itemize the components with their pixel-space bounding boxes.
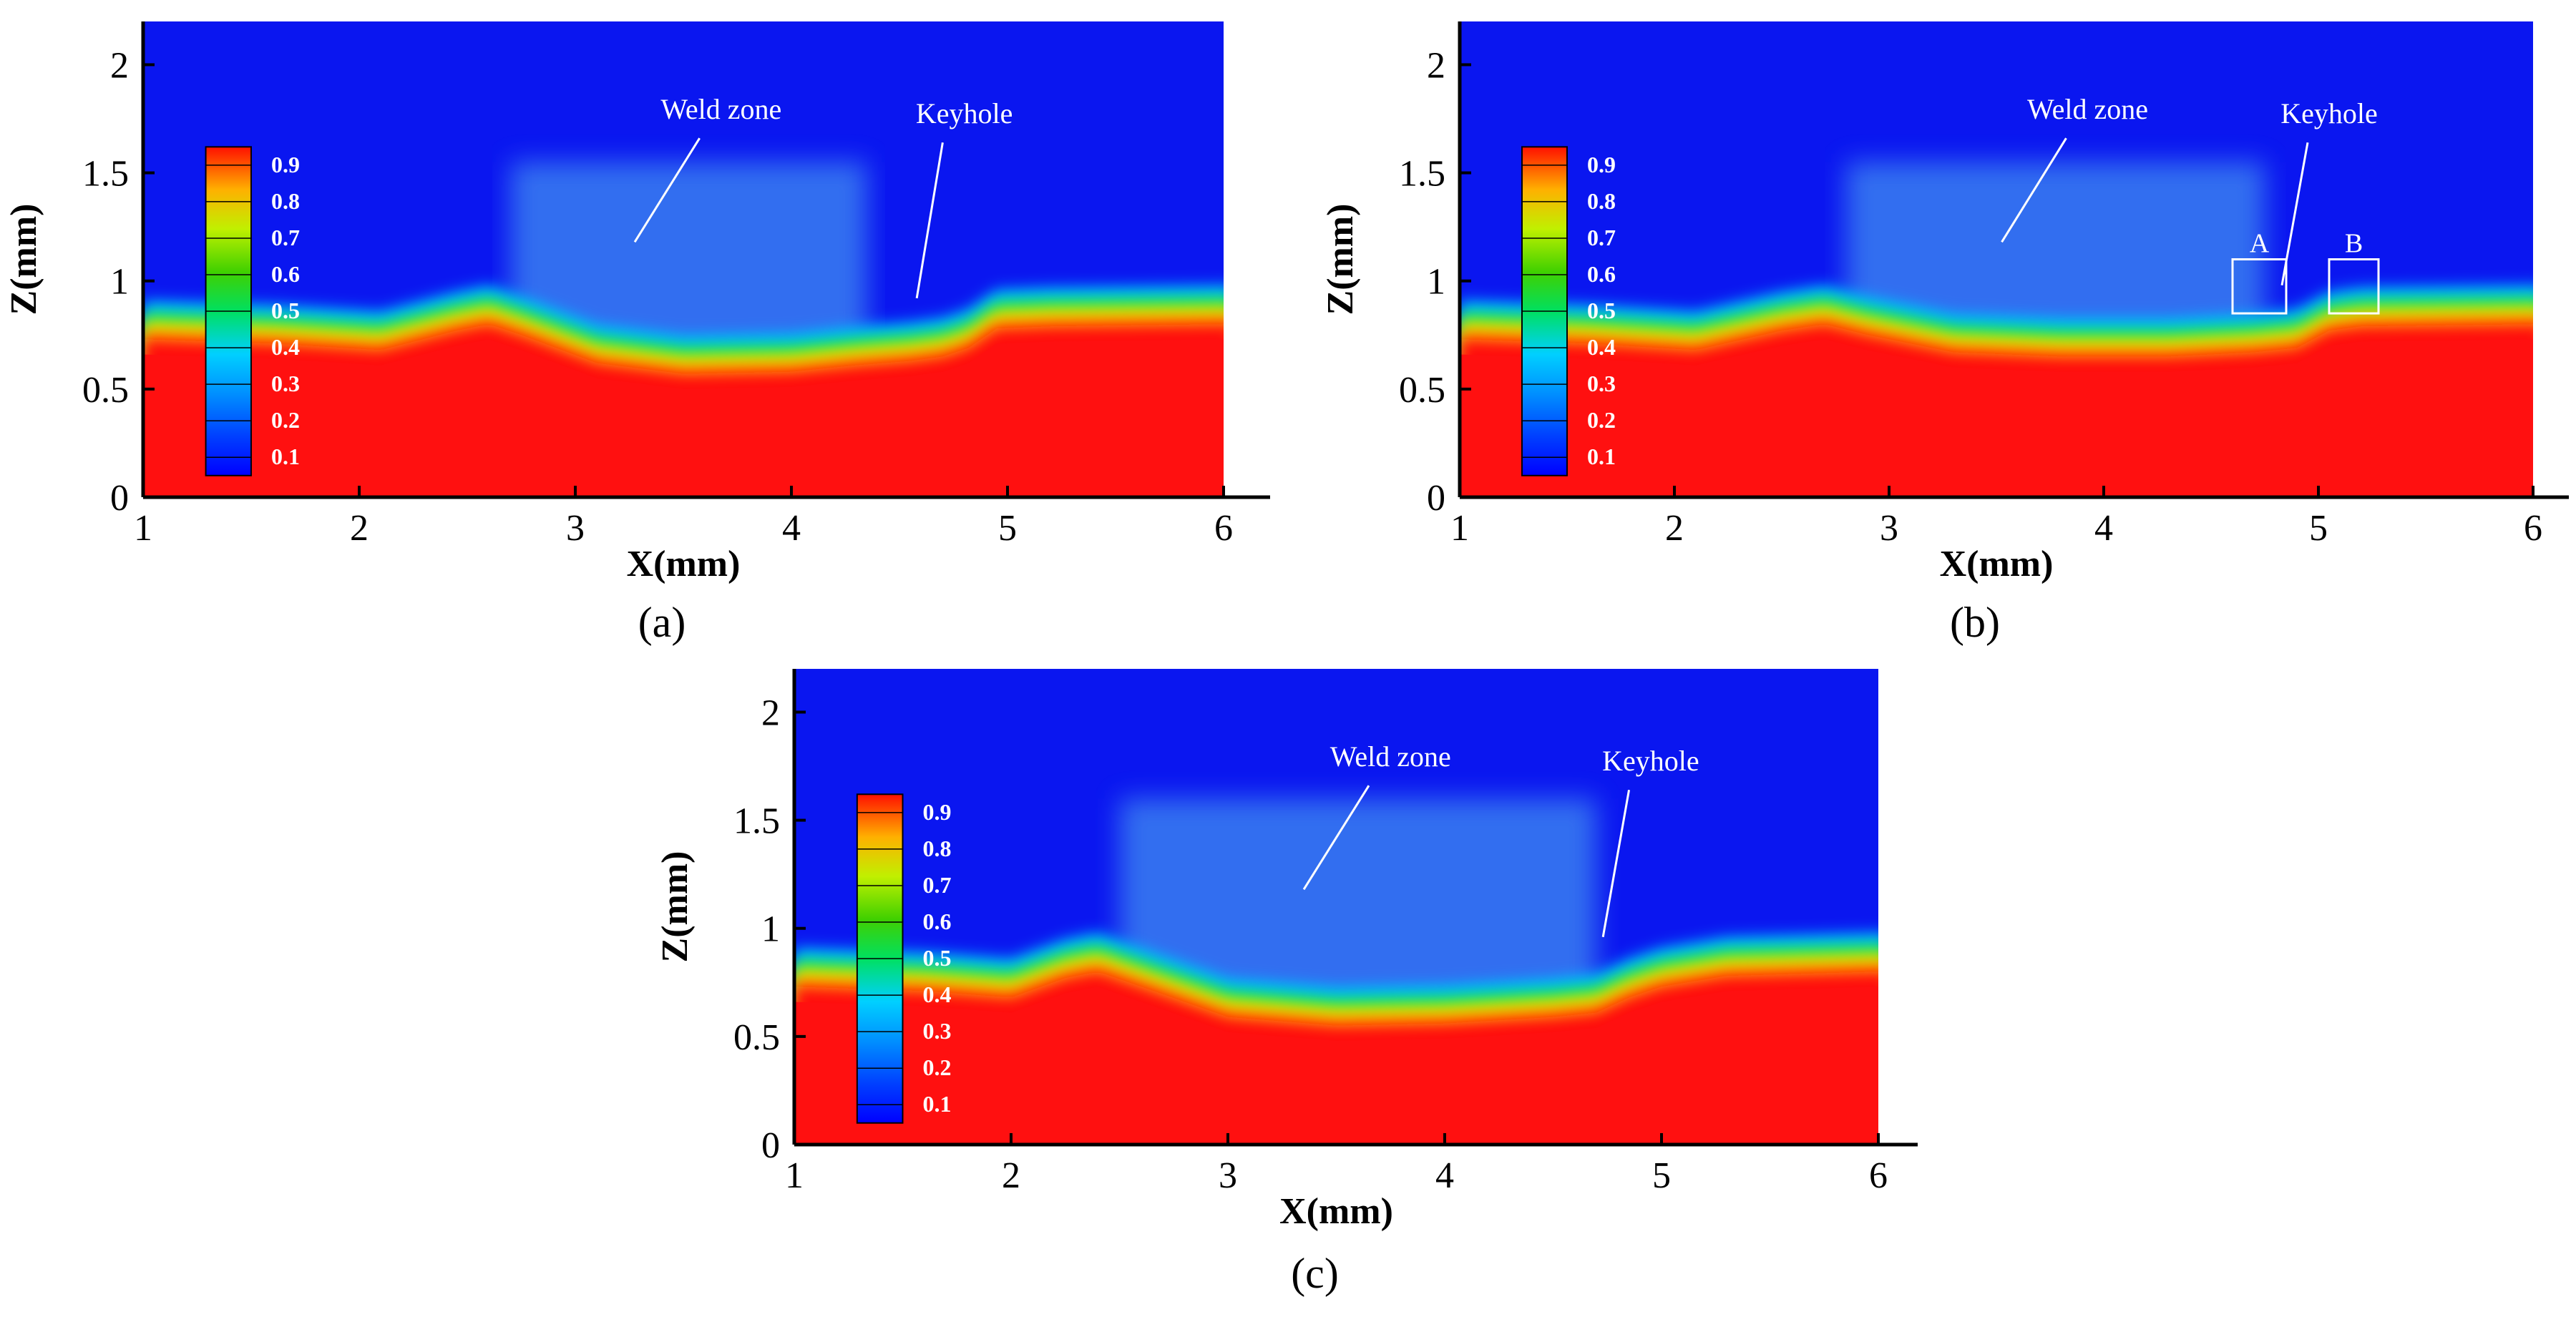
panel-b: 0.9 0.8 0.7 0.6 0.5 0.4 0.3 0.2 0.1 1 2 3 4 5 6 0 0.5 1 1.… bbox=[1320, 21, 2569, 646]
keyhole-pointer bbox=[915, 142, 944, 299]
colorbar-label: 0.9 bbox=[923, 799, 952, 825]
x-tick-label: 6 bbox=[1869, 1155, 1888, 1196]
colorbar-label: 0.2 bbox=[923, 1054, 952, 1080]
colorbar-label: 0.2 bbox=[1587, 407, 1616, 433]
metal-core bbox=[1460, 339, 2533, 497]
colorbar-label: 0.1 bbox=[923, 1091, 952, 1117]
x-axis-label: X(mm) bbox=[1940, 544, 2054, 584]
y-tick-label: 0 bbox=[110, 478, 129, 519]
colorbar-label: 0.7 bbox=[271, 225, 300, 250]
colorbar-label: 0.5 bbox=[923, 945, 952, 971]
keyhole-label: Keyhole bbox=[2280, 97, 2378, 129]
weld-zone-pointer bbox=[2001, 137, 2067, 243]
x-tick-label: 1 bbox=[785, 1155, 804, 1196]
y-tick-label: 1.5 bbox=[1399, 154, 1445, 195]
colorbar-label: 0.5 bbox=[1587, 298, 1616, 323]
x-tick-label: 6 bbox=[2524, 508, 2542, 549]
panel-c: 0.9 0.8 0.7 0.6 0.5 0.4 0.3 0.2 0.1 1 2 3 4 5 6 0 0.5 1 1.… bbox=[655, 669, 1918, 1297]
colorbar-label: 0.4 bbox=[271, 334, 300, 360]
y-tick-label: 1 bbox=[1427, 262, 1445, 303]
colorbar-label: 0.8 bbox=[271, 188, 300, 214]
x-tick-label: 3 bbox=[1880, 508, 1898, 549]
y-tick-label: 0.5 bbox=[82, 370, 129, 411]
plot-area bbox=[143, 21, 1224, 497]
colorbar-label: 0.6 bbox=[1587, 261, 1616, 287]
panel-label: (a) bbox=[638, 599, 686, 646]
x-tick-label: 6 bbox=[1214, 508, 1233, 549]
box-label-a: A bbox=[2250, 229, 2270, 259]
colorbar-label: 0.9 bbox=[271, 152, 300, 177]
colorbar-label: 0.2 bbox=[271, 407, 300, 433]
keyhole-pointer bbox=[1601, 790, 1631, 938]
x-tick-label: 4 bbox=[782, 508, 801, 549]
x-tick-label: 2 bbox=[1665, 508, 1684, 549]
box-a bbox=[2231, 258, 2288, 315]
box-label-b: B bbox=[2345, 229, 2363, 259]
colorbar-label: 0.9 bbox=[1587, 152, 1616, 177]
y-tick-label: 1.5 bbox=[82, 154, 129, 195]
y-tick-label: 0.5 bbox=[1399, 370, 1445, 411]
x-tick-label: 2 bbox=[350, 508, 369, 549]
panel-a: 0.9 0.8 0.7 0.6 0.5 0.4 0.3 0.2 0.1 1 2 3 4 5 6 0 0.5 1 1.… bbox=[4, 21, 1270, 646]
weld-zone-label: Weld zone bbox=[2027, 93, 2148, 125]
colorbar-label: 0.3 bbox=[271, 371, 300, 396]
weld-zone-label: Weld zone bbox=[1330, 740, 1451, 773]
weld-zone-label: Weld zone bbox=[660, 93, 781, 125]
y-tick-label: 1 bbox=[761, 909, 780, 950]
x-tick-label: 2 bbox=[1002, 1155, 1020, 1196]
y-tick-label: 2 bbox=[761, 692, 780, 733]
y-tick-label: 0 bbox=[761, 1125, 780, 1166]
y-tick-label: 1.5 bbox=[733, 801, 780, 842]
colorbar-label: 0.5 bbox=[271, 298, 300, 323]
keyhole-label: Keyhole bbox=[1602, 745, 1699, 777]
panel-label: (b) bbox=[1950, 599, 2000, 646]
x-tick-label: 1 bbox=[134, 508, 152, 549]
x-axis-label: X(mm) bbox=[627, 544, 741, 584]
x-tick-label: 5 bbox=[2309, 508, 2328, 549]
colorbar-label: 0.3 bbox=[923, 1018, 952, 1044]
metal-core bbox=[794, 986, 1878, 1145]
keyhole-label: Keyhole bbox=[916, 97, 1013, 129]
box-b bbox=[2328, 258, 2380, 315]
x-axis-label: X(mm) bbox=[1279, 1191, 1393, 1232]
y-tick-label: 0.5 bbox=[733, 1017, 780, 1058]
colorbar-label: 0.3 bbox=[1587, 371, 1616, 396]
colorbar-label: 0.1 bbox=[271, 444, 300, 469]
y-tick-label: 1 bbox=[110, 262, 129, 303]
weld-zone-pointer bbox=[633, 137, 701, 243]
y-tick-label: 2 bbox=[1427, 45, 1445, 86]
colorbar-label: 0.1 bbox=[1587, 444, 1616, 469]
x-tick-label: 4 bbox=[2094, 508, 2113, 549]
x-tick-label: 5 bbox=[1652, 1155, 1671, 1196]
metal-core bbox=[143, 339, 1224, 497]
x-tick-label: 5 bbox=[998, 508, 1017, 549]
colorbar-label: 0.4 bbox=[923, 981, 952, 1007]
weld-zone-pointer bbox=[1302, 785, 1370, 891]
y-axis-label: Z(mm) bbox=[4, 204, 44, 315]
plot-area bbox=[1460, 21, 2533, 497]
colorbar-label: 0.7 bbox=[923, 872, 952, 898]
x-tick-label: 4 bbox=[1435, 1155, 1454, 1196]
colorbar-label: 0.8 bbox=[923, 836, 952, 861]
x-tick-label: 3 bbox=[1219, 1155, 1237, 1196]
colorbar-label: 0.6 bbox=[923, 909, 952, 934]
plot-area bbox=[794, 669, 1878, 1145]
colorbar-label: 0.6 bbox=[271, 261, 300, 287]
y-axis-label: Z(mm) bbox=[1320, 204, 1361, 315]
panel-label: (c) bbox=[1291, 1250, 1339, 1297]
y-tick-label: 2 bbox=[110, 45, 129, 86]
colorbar-label: 0.4 bbox=[1587, 334, 1616, 360]
y-tick-label: 0 bbox=[1427, 478, 1445, 519]
y-axis-label: Z(mm) bbox=[655, 851, 696, 963]
x-tick-label: 1 bbox=[1450, 508, 1469, 549]
colorbar-label: 0.8 bbox=[1587, 188, 1616, 214]
x-tick-label: 3 bbox=[566, 508, 585, 549]
colorbar-label: 0.7 bbox=[1587, 225, 1616, 250]
